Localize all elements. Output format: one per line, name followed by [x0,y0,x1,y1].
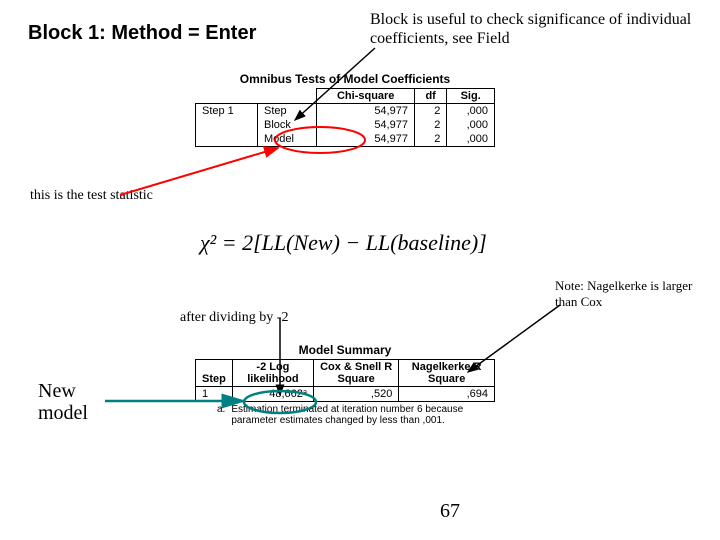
omnibus-table-wrap: Omnibus Tests of Model Coefficients Chi-… [195,72,495,147]
footnote-label: a. [217,404,225,426]
omnibus-table: Chi-square df Sig. Step 1 Step 54,977 2 … [195,88,495,147]
note-nagelkerke: Note: Nagelkerke is larger than Cox [555,278,705,309]
omnibus-title: Omnibus Tests of Model Coefficients [195,72,495,86]
cell: 48,662ᵃ [232,387,313,402]
col-chisq: Chi-square [317,89,415,104]
note-divide: after dividing by -2 [180,310,288,326]
col-df: df [414,89,446,104]
footnote-text: Estimation terminated at iteration numbe… [231,404,481,426]
cell: ,000 [447,118,495,132]
stub-step1: Step 1 [196,104,258,147]
summary-table-wrap: Model Summary Step -2 Log likelihood Cox… [195,343,495,426]
note-test-statistic: this is the test statistic [30,188,153,204]
page-title: Block 1: Method = Enter [28,22,256,45]
note-block-useful: Block is useful to check significance of… [370,10,700,48]
cell: ,000 [447,132,495,147]
cell: ,694 [399,387,495,402]
col-step: Step [196,360,233,387]
cell: Block [258,118,317,132]
cell: 1 [196,387,233,402]
col-2ll: -2 Log likelihood [232,360,313,387]
summary-table: Step -2 Log likelihood Cox & Snell R Squ… [195,359,495,402]
cell: 2 [414,132,446,147]
cell: 2 [414,118,446,132]
new-model-label: New model [38,380,118,424]
cell: Step [258,104,317,119]
cell: 54,977 [317,118,415,132]
cell: ,520 [313,387,398,402]
cell: ,000 [447,104,495,119]
col-sig: Sig. [447,89,495,104]
col-nagel: Nagelkerke R Square [399,360,495,387]
cell: 54,977 [317,132,415,147]
summary-title: Model Summary [195,343,495,357]
cell: 2 [414,104,446,119]
cell: Model [258,132,317,147]
cell: 54,977 [317,104,415,119]
col-cox: Cox & Snell R Square [313,360,398,387]
page-number: 67 [440,500,460,523]
formula-text: χ² = 2[LL(New) − LL(baseline)] [200,230,487,255]
formula: χ² = 2[LL(New) − LL(baseline)] [200,230,487,256]
